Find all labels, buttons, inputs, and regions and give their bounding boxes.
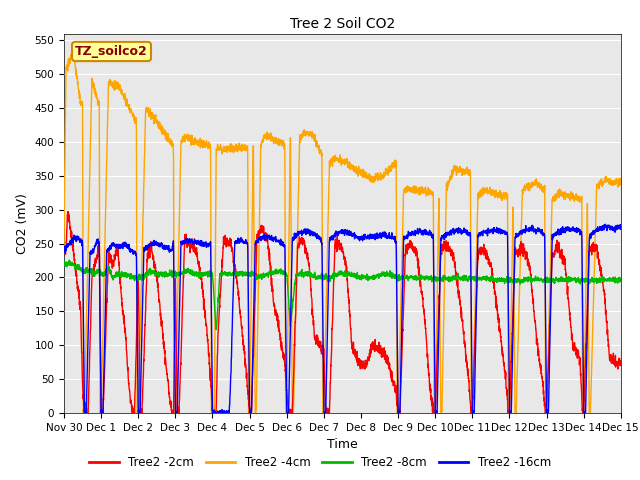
X-axis label: Time: Time bbox=[327, 438, 358, 451]
Legend: Tree2 -2cm, Tree2 -4cm, Tree2 -8cm, Tree2 -16cm: Tree2 -2cm, Tree2 -4cm, Tree2 -8cm, Tree… bbox=[84, 452, 556, 474]
Y-axis label: CO2 (mV): CO2 (mV) bbox=[16, 193, 29, 253]
Text: TZ_soilco2: TZ_soilco2 bbox=[75, 45, 148, 58]
Title: Tree 2 Soil CO2: Tree 2 Soil CO2 bbox=[290, 17, 395, 31]
